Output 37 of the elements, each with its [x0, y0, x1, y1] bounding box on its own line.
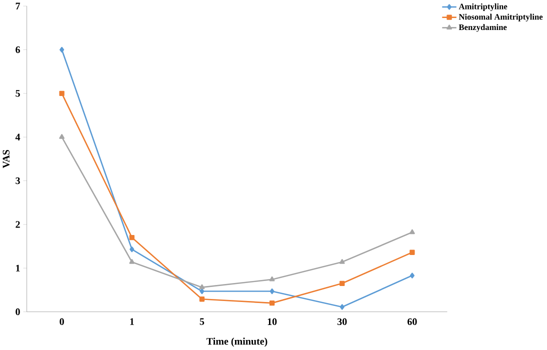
point [199, 284, 205, 290]
y-tick-label: 0 [16, 308, 20, 316]
point [339, 259, 345, 264]
point [59, 134, 65, 140]
x-tick-label: 5 [200, 318, 204, 326]
y-tick-label: 5 [16, 90, 20, 97]
point [340, 281, 345, 286]
x-tick-label: 60 [408, 318, 417, 326]
point [60, 47, 64, 53]
point [269, 276, 275, 282]
point [199, 296, 205, 302]
x-tick-label: 10 [268, 318, 277, 326]
legend-label: Benzydamine [458, 24, 507, 32]
y-axis-title: VAS [2, 150, 10, 168]
point [410, 272, 414, 279]
y-tick-label: 4 [15, 134, 20, 141]
x-tick-label: 30 [338, 318, 347, 326]
point [269, 300, 275, 306]
point [340, 304, 344, 310]
legend-label: Amitriptyline [458, 4, 508, 12]
y-tick-label: 2 [16, 221, 20, 228]
point [130, 246, 134, 252]
point [270, 288, 274, 294]
x-tick-label: 0 [60, 318, 64, 326]
y-tick-label: 6 [16, 46, 20, 54]
point [129, 235, 134, 240]
x-tick-label: 1 [130, 318, 134, 326]
point [410, 250, 415, 256]
x-axis-title: Time (minute) [206, 338, 268, 347]
y-tick-label: 3 [16, 178, 20, 184]
point [200, 288, 204, 294]
legend-label: Niosomal Amitriptyline [458, 14, 543, 22]
point [59, 91, 64, 96]
y-tick-label: 7 [16, 3, 20, 10]
point [410, 230, 415, 234]
point [129, 259, 135, 264]
y-tick-label: 1 [16, 265, 20, 272]
